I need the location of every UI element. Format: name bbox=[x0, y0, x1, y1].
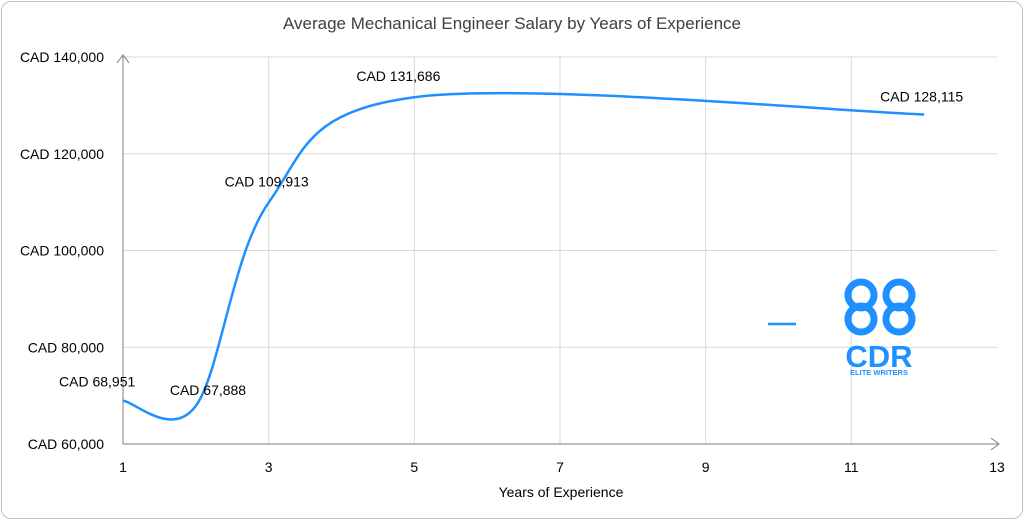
y-tick-label: CAD 60,000 bbox=[28, 436, 104, 452]
x-axis-arrow-icon bbox=[990, 437, 1000, 451]
y-tick-labels: CAD 60,000 CAD 80,000 CAD 100,000 CAD 120,0… bbox=[20, 49, 104, 452]
logo-tagline: ELITE WRITERS bbox=[850, 368, 908, 377]
x-tick-label: 7 bbox=[556, 459, 564, 475]
clover-mark-icon bbox=[844, 278, 916, 336]
axes bbox=[116, 54, 1000, 451]
x-tick-labels: 1 3 5 7 9 11 13 bbox=[119, 459, 1005, 475]
data-label: CAD 67,888 bbox=[170, 382, 246, 398]
grid-lines bbox=[123, 56, 997, 444]
data-labels: CAD 68,951 CAD 67,888 CAD 109,913 CAD 131,6… bbox=[59, 68, 963, 398]
x-axis-label: Years of Experience bbox=[499, 484, 624, 500]
y-tick-label: CAD 120,000 bbox=[20, 146, 104, 162]
data-label: CAD 68,951 bbox=[59, 374, 135, 390]
x-tick-label: 13 bbox=[989, 459, 1005, 475]
y-axis-arrow-icon bbox=[116, 54, 130, 64]
data-label: CAD 128,115 bbox=[880, 88, 963, 104]
x-tick-label: 3 bbox=[265, 459, 273, 475]
x-tick-label: 11 bbox=[844, 459, 859, 475]
y-tick-label: CAD 80,000 bbox=[28, 339, 104, 355]
chart-title: Average Mechanical Engineer Salary by Ye… bbox=[283, 14, 741, 33]
logo-wordmark: CDR bbox=[845, 339, 912, 374]
series-line bbox=[122, 91, 925, 421]
x-tick-label: 5 bbox=[410, 459, 418, 475]
data-label: CAD 109,913 bbox=[225, 174, 309, 190]
series-group bbox=[122, 91, 925, 421]
x-tick-label: 9 bbox=[702, 459, 710, 475]
x-tick-label: 1 bbox=[119, 459, 127, 475]
data-label: CAD 131,686 bbox=[356, 68, 440, 84]
y-tick-label: CAD 100,000 bbox=[20, 243, 104, 259]
y-tick-label: CAD 140,000 bbox=[20, 49, 104, 65]
cdr-elite-writers-logo: CDR ELITE WRITERS bbox=[844, 278, 916, 377]
